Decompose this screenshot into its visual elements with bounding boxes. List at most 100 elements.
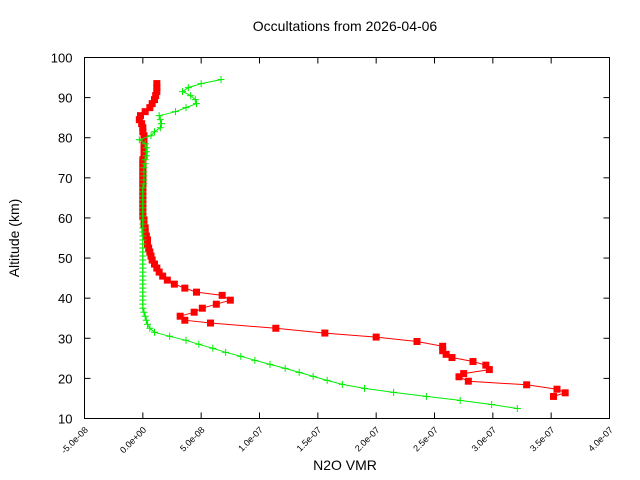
data-point-plus <box>309 372 317 380</box>
data-point-square <box>148 100 156 108</box>
series-profile-green <box>135 76 521 412</box>
data-point-square <box>137 112 144 120</box>
data-point-plus <box>151 128 158 136</box>
data-point-square <box>152 92 160 100</box>
data-point-square <box>321 329 329 337</box>
x-tick-label: 3.0e-07 <box>470 425 499 454</box>
x-tick-label: 0.0e+00 <box>118 425 148 455</box>
data-point-square <box>561 389 569 397</box>
y-tick-label: 20 <box>58 371 72 386</box>
data-point-square <box>553 385 561 393</box>
data-point-square <box>193 288 200 296</box>
data-point-plus <box>182 104 190 112</box>
data-point-plus <box>422 392 430 400</box>
data-point-square <box>138 120 146 128</box>
y-tick-label: 50 <box>58 251 72 266</box>
data-point-square <box>153 88 161 96</box>
data-point-square <box>550 392 557 400</box>
data-point-square <box>485 366 493 374</box>
data-point-square <box>147 252 155 260</box>
data-point-plus <box>488 400 496 408</box>
data-point-square <box>140 136 148 144</box>
x-tick-label: 1.5e-07 <box>295 425 324 454</box>
data-point-plus <box>251 356 259 364</box>
data-point-plus <box>191 96 199 104</box>
data-point-square <box>372 333 380 341</box>
data-point-plus <box>135 136 143 144</box>
plot-area <box>135 76 569 412</box>
data-point-plus <box>141 140 149 148</box>
data-point-plus <box>361 384 368 392</box>
series-profile-red <box>135 80 569 400</box>
y-tick-label: 10 <box>58 412 72 427</box>
data-point-plus <box>237 352 245 360</box>
data-point-square <box>413 337 421 345</box>
data-point-square <box>145 244 153 252</box>
data-point-square <box>153 84 161 92</box>
data-point-plus <box>323 376 331 384</box>
data-point-plus <box>193 100 200 108</box>
y-tick-label: 30 <box>58 331 72 346</box>
x-axis-label: N2O VMR <box>313 457 377 473</box>
data-point-plus <box>182 336 190 344</box>
data-point-square <box>207 319 214 327</box>
y-tick-label: 60 <box>58 211 72 226</box>
data-point-plus <box>338 380 346 388</box>
data-point-square <box>272 324 280 332</box>
data-point-plus <box>266 360 274 368</box>
x-tick-label: -5.0e-08 <box>59 425 90 456</box>
data-point-square <box>469 358 477 366</box>
data-point-plus <box>281 364 289 372</box>
data-point-plus <box>141 160 149 168</box>
data-point-square <box>141 108 149 116</box>
data-point-plus <box>195 340 203 348</box>
data-point-square <box>146 104 154 112</box>
data-point-plus <box>155 112 163 120</box>
y-axis: 10 20 30 40 50 60 70 80 90 100 <box>51 51 610 427</box>
x-tick-label: 4.0e-07 <box>586 425 615 454</box>
data-point-square <box>139 124 147 132</box>
data-point-square <box>153 264 161 272</box>
data-point-square <box>155 268 163 276</box>
data-point-square <box>439 347 447 355</box>
data-point-plus <box>140 308 148 316</box>
data-point-square <box>218 291 226 299</box>
x-tick-label: 1.0e-07 <box>236 425 265 454</box>
data-point-square <box>482 361 490 369</box>
y-tick-label: 80 <box>58 131 72 146</box>
data-point-square <box>181 284 189 292</box>
data-point-square <box>181 316 189 324</box>
data-point-plus <box>222 348 230 356</box>
data-point-square <box>442 350 450 358</box>
data-point-square <box>135 116 143 124</box>
data-point-plus <box>187 92 195 100</box>
data-point-square <box>460 370 468 378</box>
data-point-plus <box>142 152 150 160</box>
data-point-square <box>153 80 161 88</box>
y-tick-label: 40 <box>58 291 72 306</box>
y-tick-label: 70 <box>58 171 72 186</box>
data-point-plus <box>179 88 186 96</box>
data-point-plus <box>142 316 150 324</box>
data-point-square <box>146 248 154 256</box>
data-point-plus <box>513 404 521 412</box>
data-point-square <box>176 312 184 320</box>
data-point-plus <box>156 124 164 132</box>
data-point-square <box>170 280 178 288</box>
data-point-square <box>198 304 206 312</box>
data-point-plus <box>156 116 164 124</box>
data-point-plus <box>151 328 158 336</box>
x-tick-label: 2.0e-07 <box>353 425 382 454</box>
x-tick-label: 5.0e-08 <box>178 425 207 454</box>
data-point-plus <box>158 120 165 128</box>
data-point-plus <box>172 108 179 116</box>
data-point-square <box>139 128 147 136</box>
data-point-plus <box>295 368 303 376</box>
plot-frame <box>84 57 610 419</box>
chart-title: Occultations from 2026-04-06 <box>253 18 438 34</box>
data-point-plus <box>146 324 154 332</box>
data-point-plus <box>456 396 464 404</box>
data-point-square <box>144 240 151 248</box>
y-tick-label: 100 <box>51 51 73 66</box>
data-point-plus <box>144 320 151 328</box>
